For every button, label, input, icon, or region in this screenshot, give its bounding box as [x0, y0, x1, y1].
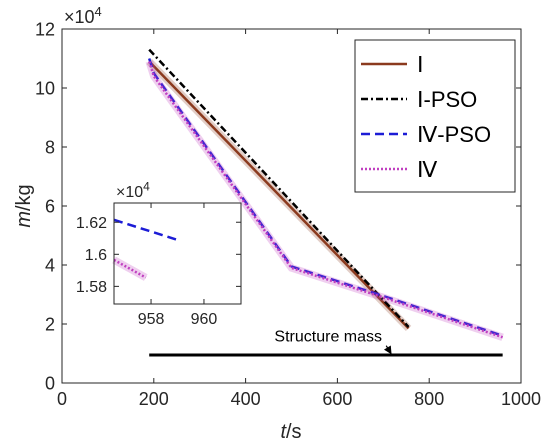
main-y-tick-label: 12: [35, 19, 55, 39]
legend-label: Ⅰ-PSO: [417, 87, 477, 112]
inset-y-tick-label: 1.58: [76, 279, 107, 296]
main-y-tick-label: 0: [45, 373, 55, 393]
main-y-tick-label: 4: [45, 255, 55, 275]
annotation-arrow-head: [383, 345, 392, 355]
legend-label: Ⅳ: [417, 157, 438, 182]
inset-series-PSO-0: [113, 218, 178, 242]
inset-series--1-halo: [112, 256, 148, 281]
main-y-tick-label: 6: [45, 196, 55, 216]
main-series-PSO-1: [148, 48, 410, 328]
legend-box: [354, 39, 516, 193]
annotation-text: Structure mass: [274, 329, 382, 346]
legend: Ⅰ Ⅰ-PSO Ⅳ-PSO Ⅳ: [354, 39, 516, 193]
inset-y-exponent: ×104: [116, 180, 150, 201]
main-y-tick-label: 10: [35, 78, 55, 98]
inset-x-tick-label: 958: [138, 311, 165, 328]
main-series--0: [148, 60, 410, 330]
inset-plot-area: [114, 203, 241, 304]
main-series--3: [148, 61, 504, 339]
legend-label: Ⅰ: [417, 52, 424, 77]
main-x-tick-label: 1000: [501, 389, 541, 409]
main-y-exponent: ×104: [64, 4, 102, 27]
y-axis-title: m/kg: [13, 184, 35, 227]
inset-plot: 958 960 1.58 1.6 1.62 ×104: [76, 180, 242, 328]
x-axis-title: t/s: [280, 421, 301, 443]
inset-x-tick-label: 960: [191, 311, 218, 328]
main-x-tick-label: 400: [231, 389, 261, 409]
inset-y-tick-label: 1.6: [85, 247, 107, 264]
main-y-tick-label: 8: [45, 137, 55, 157]
annotations: Structure mass: [274, 329, 393, 355]
inset-y-tick-label: 1.62: [76, 215, 107, 232]
main-series-PSO-2: [148, 58, 504, 337]
main-x-tick-label: 800: [414, 389, 444, 409]
main-x-tick-label: 600: [322, 389, 352, 409]
legend-label: Ⅳ-PSO: [417, 122, 491, 147]
main-y-tick-label: 2: [45, 314, 55, 334]
main-x-tick-label: 0: [57, 389, 67, 409]
inset-axes-frame: [113, 202, 242, 305]
main-x-tick-label: 200: [139, 389, 169, 409]
